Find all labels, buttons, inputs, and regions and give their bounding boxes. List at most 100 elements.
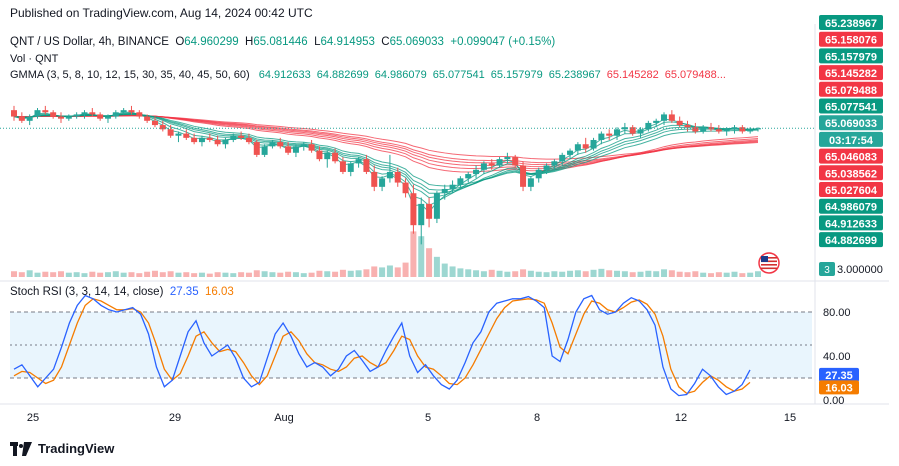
price-label-bg [819, 15, 883, 30]
price-label-bg [819, 131, 883, 147]
candle [269, 142, 276, 147]
candle [65, 116, 72, 119]
us-flag-icon [758, 252, 780, 274]
volume-bar [308, 272, 315, 277]
volume-bar [26, 270, 33, 277]
candle [332, 152, 339, 162]
tradingview-brand: TradingView [38, 441, 115, 456]
volume-bar [457, 268, 464, 277]
volume-bar [574, 270, 581, 277]
volume-bar [316, 270, 323, 277]
price-label-bg [819, 198, 883, 214]
stoch-badge-bg [819, 367, 859, 382]
volume-bar [159, 272, 166, 277]
candle [692, 127, 699, 132]
flag-stripe [761, 257, 777, 259]
volume-bar [527, 270, 534, 277]
volume-bar [426, 248, 433, 277]
volume-bar [739, 273, 746, 277]
candle [198, 137, 205, 143]
candle [614, 129, 621, 136]
candle [590, 139, 597, 149]
stoch-badge: 27.35 [825, 370, 853, 382]
gmma-values: 64.912633 64.882699 64.986079 65.077541 65.1… [253, 69, 726, 81]
page-title: Published on TradingView.com, Aug 14, 20… [10, 6, 313, 20]
candle [645, 122, 652, 130]
volume-bar [512, 271, 519, 277]
gmma-value: 65.079488... [664, 69, 726, 81]
volume-bar [520, 269, 527, 277]
candle [504, 157, 511, 160]
volume-bar [97, 272, 104, 277]
price-label: 65.157979 [825, 51, 877, 63]
volume-bar [755, 271, 761, 277]
candle [755, 128, 761, 130]
volume-bar [692, 271, 699, 277]
candle [684, 125, 691, 128]
volume-bar [292, 272, 299, 277]
symbol-legend: QNT / US Dollar, 4h, BINANCE O64.960299 … [10, 36, 556, 48]
volume-bar [614, 270, 621, 277]
volume-bar [347, 270, 354, 277]
volume-bar [167, 271, 174, 277]
volume-bar [144, 271, 151, 277]
gmma-label: GMMA (3, 5, 8, 10, 12, 15, 30, 35, 40, 4… [10, 69, 250, 81]
candle [167, 129, 174, 136]
volume-bar [42, 271, 49, 277]
stoch-axis-label: 80.00 [823, 307, 851, 319]
volume-bar [183, 272, 190, 277]
symbol-name[interactable]: QNT / US Dollar, 4h, BINANCE [10, 36, 169, 48]
volume-bar [339, 269, 346, 277]
volume-bar [206, 273, 213, 277]
volume-bar [324, 271, 331, 277]
candle [457, 178, 464, 185]
volume-bar [245, 272, 252, 277]
volume-bar [120, 272, 127, 277]
candle [441, 188, 448, 194]
price-label-bg [819, 81, 883, 97]
candle [222, 139, 229, 145]
candle [183, 133, 190, 138]
candle [543, 165, 550, 170]
volume-legend[interactable]: Vol · QNT [10, 53, 59, 65]
volume-bar [198, 272, 205, 277]
candle [629, 127, 636, 134]
volume-bar [402, 262, 409, 277]
candle [567, 150, 574, 155]
price-label-bg [819, 215, 883, 231]
candle [18, 116, 25, 121]
time-axis-label: 8 [534, 412, 540, 424]
price-label-bg [819, 48, 883, 64]
volume-bar [480, 271, 487, 277]
volume-bar [371, 266, 378, 277]
volume-bar [637, 271, 644, 277]
candle [97, 114, 104, 119]
volume-bar [731, 271, 738, 277]
stoch-badge: 16.03 [825, 382, 853, 394]
flag-stripe [761, 267, 777, 270]
candle [473, 169, 480, 175]
candle [300, 144, 307, 147]
stoch-rsi-legend[interactable]: Stoch RSI (3, 3, 14, 14, close) 27.35 16… [10, 286, 234, 298]
volume-bar [285, 271, 292, 277]
volume-bar [50, 272, 57, 277]
low-value: 64.914953 [320, 36, 375, 48]
candle [136, 112, 143, 117]
volume-bar [449, 266, 456, 277]
candle [520, 165, 527, 187]
gmma-value: 65.145282 [606, 69, 659, 81]
price-label-bg [819, 115, 883, 131]
price-label-bg [819, 98, 883, 114]
gmma-legend[interactable]: GMMA (3, 5, 8, 10, 12, 15, 30, 35, 40, 4… [10, 69, 726, 81]
candle [128, 110, 135, 113]
candle [89, 112, 96, 115]
candle [402, 182, 409, 194]
flag-canton [761, 256, 768, 262]
price-label-bg [819, 31, 883, 47]
volume-badge-bg [819, 262, 835, 276]
gmma-value: 64.882699 [316, 69, 369, 81]
volume-bar [653, 271, 660, 277]
change-value: +0.099047 (+0.15%) [450, 36, 556, 48]
candle [73, 114, 80, 117]
